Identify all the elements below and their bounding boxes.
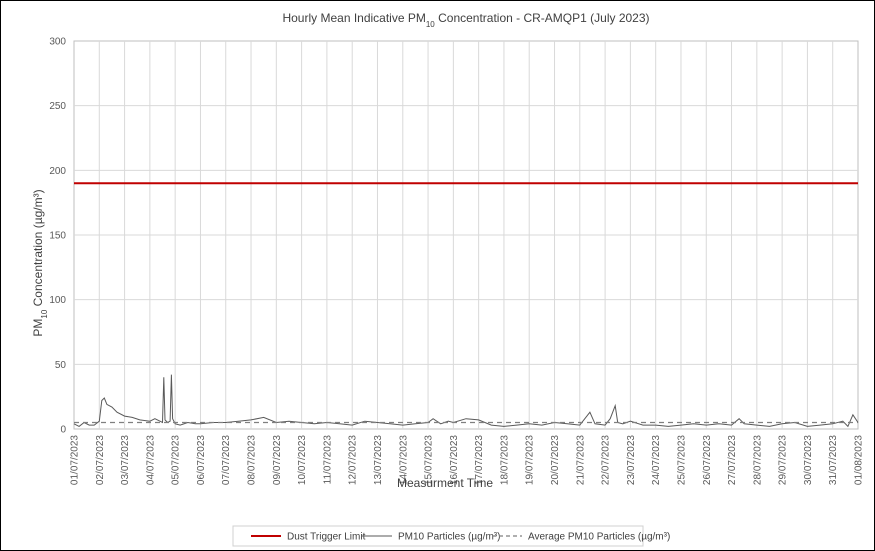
x-tick-label: 29/07/2023 — [778, 435, 789, 485]
x-tick-label: 31/07/2023 — [828, 435, 839, 485]
x-tick-label: 19/07/2023 — [525, 435, 536, 485]
chart-title: Hourly Mean Indicative PM10 Concentratio… — [282, 11, 649, 29]
x-tick-label: 25/07/2023 — [676, 435, 687, 485]
y-tick-label: 50 — [55, 360, 67, 371]
grid-layer — [74, 41, 858, 429]
x-axis-title: Measurment Time — [397, 476, 493, 490]
y-tick-label: 150 — [49, 231, 66, 242]
x-tick-label: 21/07/2023 — [575, 435, 586, 485]
series-layer — [73, 182, 859, 428]
y-tick-label: 200 — [49, 166, 66, 177]
x-tick-label: 05/07/2023 — [171, 435, 182, 485]
x-tick-label: 16/07/2023 — [449, 435, 460, 485]
x-tick-label: 17/07/2023 — [474, 435, 485, 485]
x-tick-label: 15/07/2023 — [424, 435, 435, 485]
legend-label: Average PM10 Particles (µg/m³) — [528, 532, 670, 543]
x-tick-label: 04/07/2023 — [145, 435, 156, 485]
x-tick-label: 02/07/2023 — [95, 435, 106, 485]
y-tick-label: 300 — [49, 37, 66, 48]
x-tick-labels: 01/07/2023 02/07/2023 03/07/2023 04/07/2023… — [70, 435, 865, 485]
y-axis-title: PM10 Concentration (µg/m³) — [31, 189, 49, 336]
x-tick-label: 14/07/2023 — [398, 435, 409, 485]
x-tick-label: 30/07/2023 — [803, 435, 814, 485]
legend-label: PM10 Particles (µg/m³) — [398, 532, 500, 543]
x-tick-label: 01/07/2023 — [70, 435, 81, 485]
x-tick-label: 26/07/2023 — [702, 435, 713, 485]
x-tick-label: 13/07/2023 — [373, 435, 384, 485]
x-tick-label: 24/07/2023 — [651, 435, 662, 485]
y-tick-label: 250 — [49, 101, 66, 112]
x-tick-label: 07/07/2023 — [221, 435, 232, 485]
legend-label: Dust Trigger Limit — [287, 532, 366, 543]
x-tick-label: 20/07/2023 — [550, 435, 561, 485]
y-tick-label: 100 — [49, 295, 66, 306]
y-tick-label: 0 — [60, 425, 66, 436]
y-tick-labels: 0 50 100 150 200 250 300 — [49, 37, 66, 436]
legend: Dust Trigger Limit PM10 Particles (µg/m³)… — [251, 532, 670, 543]
x-tick-label: 01/08/2023 — [854, 435, 865, 485]
legend-box — [232, 525, 644, 547]
x-tick-label: 27/07/2023 — [727, 435, 738, 485]
x-tick-label: 11/07/2023 — [322, 435, 333, 485]
x-tick-label: 03/07/2023 — [120, 435, 131, 485]
x-tick-label: 23/07/2023 — [626, 435, 637, 485]
x-tick-label: 12/07/2023 — [348, 435, 359, 485]
x-tick-label: 22/07/2023 — [601, 435, 612, 485]
x-tick-label: 08/07/2023 — [247, 435, 258, 485]
x-tick-label: 18/07/2023 — [499, 435, 510, 485]
series-pm10-line — [73, 374, 859, 428]
x-tick-label: 28/07/2023 — [752, 435, 763, 485]
x-tick-label: 09/07/2023 — [272, 435, 283, 485]
x-tick-label: 06/07/2023 — [196, 435, 207, 485]
x-tick-label: 10/07/2023 — [297, 435, 308, 485]
